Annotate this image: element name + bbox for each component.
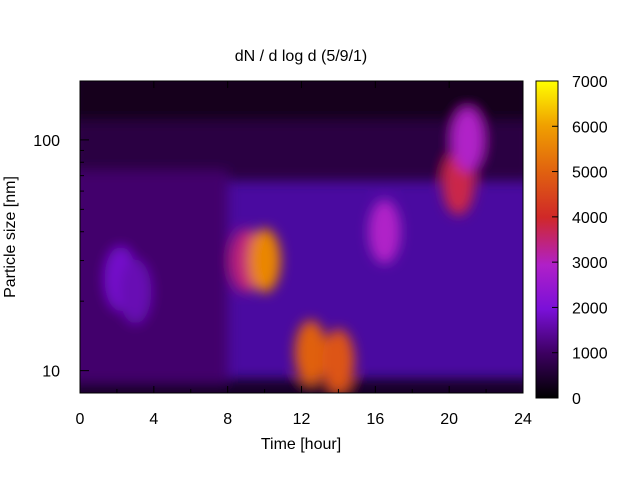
colorbar-tick-label: 0 xyxy=(572,391,581,408)
chart-title: dN / d log d (5/9/1) xyxy=(235,48,368,65)
heat-feature-4 xyxy=(294,320,327,385)
colorbar-tick-label: 7000 xyxy=(572,74,608,91)
x-axis-ticks: 0 4 8 12 16 20 24 xyxy=(76,81,532,428)
heat-band-early xyxy=(80,171,228,383)
colorbar-tick-label: 3000 xyxy=(572,255,608,272)
colorbar-tick-label: 5000 xyxy=(572,165,608,182)
heat-feature-5 xyxy=(322,329,355,393)
x-tick-label: 8 xyxy=(223,411,232,428)
x-axis-label: Time [hour] xyxy=(261,436,341,453)
x-tick-label: 16 xyxy=(366,411,384,428)
x-tick-label: 24 xyxy=(514,411,532,428)
colorbar-tick-label: 6000 xyxy=(572,119,608,136)
y-tick-label: 10 xyxy=(42,364,60,381)
heat-feature-6 xyxy=(368,199,401,264)
x-tick-label: 12 xyxy=(293,411,311,428)
colorbar xyxy=(535,80,559,399)
colorbar-tick-label: 4000 xyxy=(572,210,608,227)
heat-feature-3 xyxy=(248,228,281,293)
colorbar-tick-label: 2000 xyxy=(572,300,608,317)
heat-feature-1 xyxy=(119,259,152,324)
x-tick-label: 4 xyxy=(149,411,158,428)
heatmap-area xyxy=(80,81,523,393)
y-axis-ticks: 10 100 xyxy=(33,133,89,381)
colorbar-tick-label: 1000 xyxy=(572,346,608,363)
colorbar-ticks: 0 1000 2000 3000 4000 5000 6000 7000 xyxy=(552,74,608,408)
y-axis-label: Particle size [nm] xyxy=(2,176,19,298)
x-tick-label: 20 xyxy=(440,411,458,428)
heat-feature-8 xyxy=(451,107,484,172)
x-tick-label: 0 xyxy=(76,411,85,428)
y-tick-label: 100 xyxy=(33,133,60,150)
